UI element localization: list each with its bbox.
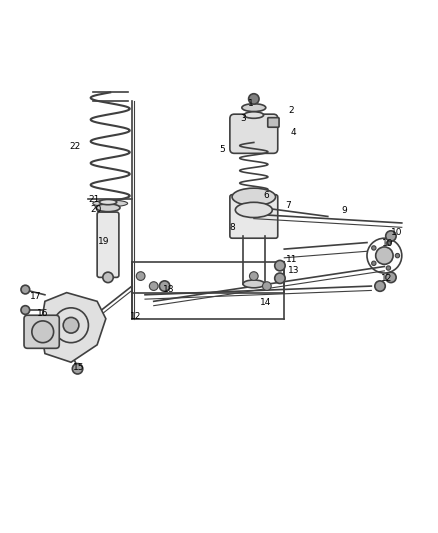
Circle shape [250,272,258,280]
Circle shape [372,246,376,250]
Text: 17: 17 [30,292,41,301]
Polygon shape [41,293,106,362]
Ellipse shape [93,200,127,207]
Text: 16: 16 [37,309,49,318]
Ellipse shape [96,204,120,212]
Ellipse shape [232,188,276,206]
Text: 1: 1 [248,99,254,108]
Circle shape [386,231,396,241]
Text: 2: 2 [288,106,293,115]
Circle shape [386,266,391,270]
Circle shape [72,364,83,374]
Circle shape [149,282,158,290]
Ellipse shape [235,203,272,217]
Circle shape [375,281,385,292]
Text: 7: 7 [285,201,291,210]
Text: 21: 21 [88,195,99,204]
Circle shape [249,94,259,104]
Circle shape [63,318,79,333]
Text: 4: 4 [291,128,297,137]
Circle shape [275,273,285,284]
Text: 12: 12 [381,274,392,282]
Ellipse shape [242,104,266,111]
Text: 12: 12 [130,312,141,321]
Circle shape [386,272,396,282]
Text: 6: 6 [263,191,269,200]
Text: 10: 10 [382,239,394,248]
Text: 19: 19 [98,237,110,246]
Text: 14: 14 [260,298,272,306]
FancyBboxPatch shape [230,114,278,154]
Ellipse shape [99,199,117,205]
Circle shape [32,321,53,343]
FancyBboxPatch shape [268,118,279,127]
FancyBboxPatch shape [24,315,59,349]
Text: 5: 5 [219,146,226,155]
Circle shape [159,281,170,292]
Text: 3: 3 [240,114,246,123]
Circle shape [275,261,285,271]
Circle shape [21,305,30,314]
Text: 18: 18 [163,285,175,294]
Circle shape [376,247,393,264]
Text: 8: 8 [229,223,235,232]
Text: 9: 9 [342,206,347,215]
Circle shape [103,272,113,282]
Circle shape [136,272,145,280]
Circle shape [395,254,399,258]
Ellipse shape [244,112,264,118]
FancyBboxPatch shape [97,212,119,277]
Text: 22: 22 [69,142,80,151]
Text: 15: 15 [73,363,85,372]
Ellipse shape [243,280,265,288]
Text: 10: 10 [391,228,403,237]
FancyBboxPatch shape [230,195,278,238]
Circle shape [262,282,271,290]
Circle shape [21,285,30,294]
Text: 20: 20 [91,205,102,214]
Text: 13: 13 [288,266,300,276]
Text: 11: 11 [286,255,298,264]
Circle shape [372,261,376,265]
Circle shape [386,241,391,245]
